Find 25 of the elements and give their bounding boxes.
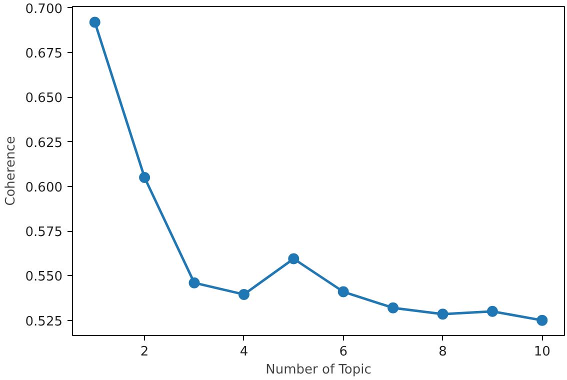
y-tick-label: 0.550 bbox=[25, 270, 62, 285]
x-axis-title: Number of Topic bbox=[266, 362, 372, 378]
y-tick-label: 0.525 bbox=[25, 314, 62, 330]
point bbox=[238, 288, 250, 300]
point bbox=[388, 302, 399, 314]
y-tick-label: 0.575 bbox=[25, 225, 62, 240]
point bbox=[139, 172, 150, 184]
point bbox=[536, 314, 548, 326]
y-tick-label: 0.600 bbox=[25, 180, 62, 196]
x-tick-label: 10 bbox=[534, 344, 550, 360]
point bbox=[437, 308, 448, 320]
point bbox=[188, 277, 200, 288]
y-axis-title: Coherence bbox=[3, 136, 18, 206]
point bbox=[486, 306, 498, 317]
x-tick-label: 6 bbox=[339, 344, 348, 360]
y-tick-label: 0.675 bbox=[25, 46, 62, 62]
point bbox=[288, 253, 300, 264]
y-tick-label: 0.700 bbox=[25, 2, 62, 17]
y-tick-label: 0.650 bbox=[25, 91, 62, 106]
point bbox=[338, 286, 349, 298]
x-tick-label: 2 bbox=[140, 344, 149, 360]
point bbox=[89, 16, 100, 28]
y-tick-label: 0.625 bbox=[25, 136, 62, 151]
x-tick-label: 4 bbox=[240, 344, 248, 360]
x-tick-label: 8 bbox=[438, 344, 447, 360]
